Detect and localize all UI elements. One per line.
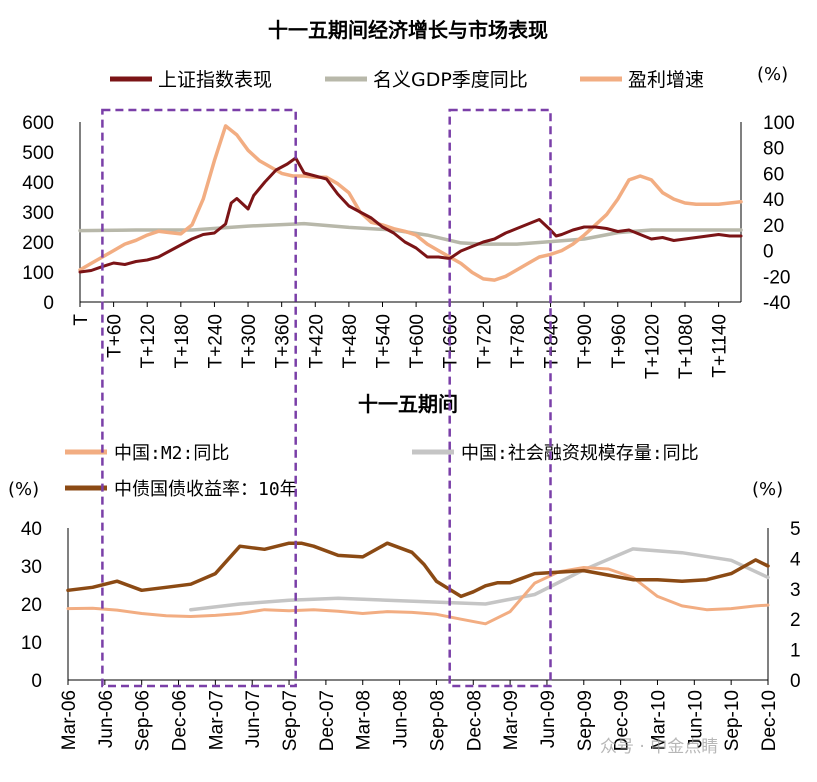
chart2-y-left-tick: 0: [31, 671, 42, 692]
chart2-x-tick: Dec-10: [759, 690, 780, 751]
chart2-y-left-tick: 20: [21, 595, 42, 616]
chart2-x-tick: Jun-08: [391, 690, 412, 748]
chart1-title: 十一五期间经济增长与市场表现: [268, 18, 548, 42]
chart1-x-tick: T+420: [306, 314, 327, 368]
series-line-bond: [66, 541, 770, 599]
chart1-x-tick: T+660: [441, 314, 462, 368]
chart1-y-right-tick: -40: [763, 293, 790, 314]
chart1-x-tick: T+540: [373, 314, 394, 368]
legend-label-profit: 盈利增速: [628, 69, 704, 91]
chart2-left-unit: (%): [8, 479, 39, 500]
chart2-y-right-tick: 3: [790, 580, 801, 601]
watermark: 众号 · 中金点睛: [600, 737, 718, 757]
chart1-y-right-tick: 100: [763, 113, 795, 134]
chart1-y-left-tick: 500: [22, 143, 54, 164]
chart1-y-left-tick: 100: [22, 263, 54, 284]
chart2-y-right-tick: 5: [790, 519, 801, 540]
chart1-x-tick: T+1020: [642, 314, 663, 379]
chart2-x-tick: Mar-06: [59, 690, 80, 750]
chart2-x-tick: Sep-09: [575, 690, 596, 751]
chart1-y-left-tick: 300: [22, 203, 54, 224]
chart2-x-tick: Jun-06: [96, 690, 117, 748]
chart1-x-tick: T+360: [273, 314, 294, 368]
highlight-box-1: [101, 108, 297, 688]
chart1-y-right-tick: 20: [763, 216, 784, 237]
chart1-y-right-tick: 0: [763, 242, 774, 263]
chart2-y-left-tick: 40: [21, 519, 42, 540]
chart1-y-right-tick: 60: [763, 164, 784, 185]
chart1-axes: 0 100 200 300 400 500 600 -40 -20 0 20 40 60 80 100 T T+…: [22, 113, 794, 379]
chart2-x-tick: Jun-07: [243, 690, 264, 748]
chart2-x-tick: Dec-09: [612, 690, 633, 751]
chart2-legend: 中国:M2:同比 中国:社会融资规模存量:同比 中债国债收益率：10年: [65, 443, 699, 500]
highlight-period-label: 十一五期间: [358, 392, 458, 416]
chart1-x-tick: T+300: [239, 314, 260, 368]
series-line-tsf: [189, 547, 770, 612]
chart2-x-tick: Dec-07: [317, 690, 338, 751]
chart1-y-left-tick: 0: [43, 293, 54, 314]
legend-label-index: 上证指数表现: [158, 69, 272, 91]
chart1-y-left-tick: 200: [22, 233, 54, 254]
chart2-x-tick: Mar-10: [648, 690, 669, 750]
chart1-x-tick: T+780: [508, 314, 529, 368]
legend-label-tsf: 中国:社会融资规模存量:同比: [461, 443, 699, 464]
chart1-legend: 上证指数表现 名义GDP季度同比 盈利增速: [110, 69, 704, 91]
chart2-y-right-tick: 0: [790, 671, 801, 692]
series-line-index: [78, 156, 743, 274]
chart1-x-tick: T+1080: [676, 314, 697, 379]
chart2-x-tick: Sep-10: [722, 690, 743, 751]
chart1-x-tick: T+600: [407, 314, 428, 368]
legend-label-m2: 中国:M2:同比: [114, 443, 229, 464]
series-line-gdp: [78, 221, 743, 246]
chart2-y-left-tick: 30: [21, 557, 42, 578]
chart1-x-tick: T: [71, 314, 92, 326]
chart1-x-tick: T+120: [138, 314, 159, 368]
chart2-y-right-tick: 4: [790, 549, 801, 570]
chart2-x-tick: Mar-07: [206, 690, 227, 750]
legend-label-bond: 中债国债收益率：10年: [114, 479, 298, 500]
chart1-x-tick: T+840: [542, 314, 563, 368]
chart1-y-right-tick: -20: [763, 267, 790, 288]
chart2-x-tick: Dec-06: [170, 690, 191, 751]
chart2-x-tick: Mar-08: [354, 690, 375, 750]
chart2-y-left-tick: 10: [21, 633, 42, 654]
chart2-x-tick: Sep-06: [133, 690, 154, 751]
series-line-m2: [66, 566, 770, 626]
chart1-plot-area: [78, 124, 743, 282]
chart1-x-tick: T+1140: [710, 314, 731, 378]
chart1-x-tick: T+900: [575, 314, 596, 368]
chart1-y-right-tick: 80: [763, 139, 784, 160]
chart1-y-right-tick: 40: [763, 190, 784, 211]
chart1-x-tick: T+240: [205, 314, 226, 368]
chart2-x-tick: Sep-08: [427, 690, 448, 751]
chart1-x-tick: T+720: [474, 314, 495, 368]
chart2-x-tick: Dec-08: [464, 690, 485, 751]
chart1-x-tick: T+60: [105, 314, 126, 358]
chart2-x-tick: Sep-07: [280, 690, 301, 751]
chart1-right-unit: (%): [757, 64, 788, 85]
chart2-x-tick: Jun-09: [538, 690, 559, 748]
chart1-x-tick: T+480: [340, 314, 361, 368]
chart1-y-left-tick: 400: [22, 173, 54, 194]
series-line-profit: [78, 124, 743, 282]
chart2-plot-area: [66, 541, 770, 626]
highlight-boxes: [101, 108, 552, 688]
chart1-x-tick: T+180: [172, 314, 193, 368]
legend-label-gdp: 名义GDP季度同比: [373, 69, 528, 91]
chart2-axes: 0 10 20 30 40 0 1 2 3 4 5 Mar-06 Jun-06 Sep-06 Dec-06 M…: [21, 519, 801, 751]
chart2-x-tick: Jun-10: [685, 690, 706, 748]
chart2-y-right-tick: 1: [790, 641, 801, 662]
chart1-x-tick: T+960: [609, 314, 630, 368]
chart1-y-left-tick: 600: [22, 113, 54, 134]
chart2-y-right-tick: 2: [790, 610, 801, 631]
chart2-x-tick: Mar-09: [501, 690, 522, 750]
chart2-right-unit: (%): [752, 479, 783, 500]
